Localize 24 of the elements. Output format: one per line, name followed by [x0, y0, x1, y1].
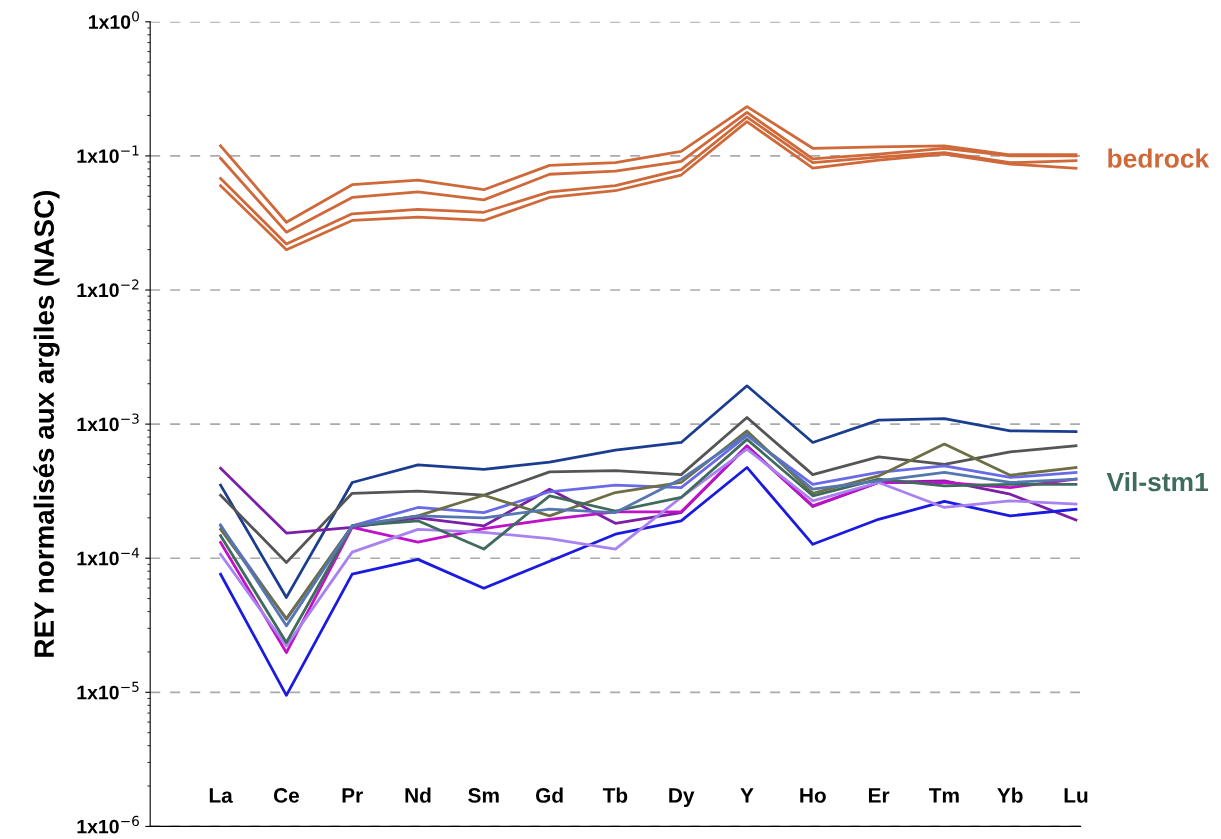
- x-tick-label: La: [209, 788, 233, 803]
- series-label: Vil-stm1: [1106, 471, 1208, 492]
- x-tick-label: Y: [740, 788, 754, 803]
- x-tick-label: Tm: [928, 788, 959, 803]
- x-tick-label: Sm: [468, 788, 499, 803]
- y-tick-label: 1x10$^{−2}$: [77, 279, 139, 298]
- x-tick-label: Ho: [800, 788, 826, 803]
- x-tick-label: Ce: [273, 788, 299, 803]
- series-label: bedrock: [1108, 148, 1210, 168]
- y-tick-label: 1x10$^{−4}$: [77, 547, 140, 566]
- y-tick-label: 1x10$^{−3}$: [77, 413, 139, 432]
- x-tick-label: Lu: [1064, 788, 1088, 803]
- y-tick-label: 1x10$^{0}$: [88, 11, 139, 29]
- x-tick-label: Yb: [997, 787, 1023, 803]
- x-tick-label: Nd: [405, 787, 431, 803]
- y-axis-title: REY normalisés aux argiles (NASC): [33, 191, 60, 657]
- y-tick-label: 1x10$^{−5}$: [77, 681, 139, 700]
- x-tick-label: Tb: [602, 787, 628, 803]
- x-tick-label: Er: [868, 788, 890, 803]
- x-tick-label: Gd: [535, 787, 563, 803]
- x-tick-label: Pr: [342, 788, 363, 803]
- x-tick-label: Dy: [669, 788, 695, 807]
- y-tick-label: 1x10$^{−6}$: [77, 815, 139, 834]
- y-tick-label: 1x10$^{−1}$: [77, 145, 139, 164]
